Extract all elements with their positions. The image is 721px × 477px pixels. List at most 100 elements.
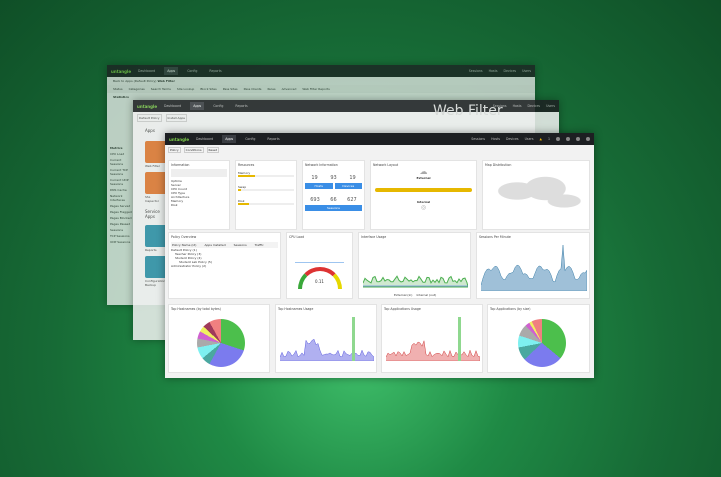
app-name: Web Filter (157, 79, 175, 83)
nav-devices[interactable]: Devices (506, 137, 519, 141)
metric: Pages Flagged (110, 210, 132, 214)
devices-button[interactable]: Devices (334, 183, 362, 189)
metric: Current Sessions (110, 158, 124, 166)
nav-config[interactable]: Config (213, 104, 224, 108)
header: untangle Dashboard Apps Config Reports S… (107, 65, 535, 77)
stat: 66 (330, 197, 337, 203)
widget-title: Network Information (305, 163, 338, 167)
policy-row[interactable]: Student Lab Policy (5) (179, 260, 212, 264)
metric: CPU Load (110, 152, 125, 156)
metric: TCP Sessions (110, 234, 130, 238)
ssl-inspector-app-icon[interactable] (145, 172, 167, 194)
nav-config[interactable]: Config (245, 137, 256, 141)
metric: Current UDP Sessions (110, 178, 129, 186)
sessions-chart (481, 244, 587, 291)
policy-select[interactable]: Default Policy (137, 114, 162, 122)
nav-dashboard[interactable]: Dashboard (138, 69, 156, 73)
hostnames-usage-chart (280, 317, 374, 361)
widget-title: Resources (238, 163, 255, 167)
nav-dashboard[interactable]: Dashboard (164, 104, 182, 108)
legend-item[interactable]: Internal (out) (416, 293, 437, 297)
policy-row[interactable]: Default Policy (1) (171, 248, 197, 252)
nav-users[interactable]: Users (522, 69, 531, 73)
tab[interactable]: Site Lookup (176, 87, 195, 91)
web-filter-title: Web Filter (433, 103, 503, 119)
nav-apps[interactable]: Apps (190, 102, 205, 110)
interface-usage-chart (363, 275, 468, 288)
policy-row[interactable]: Administrator Policy (2) (171, 264, 207, 268)
map-distribution-widget: Map Distribution (482, 160, 590, 230)
sessions-button[interactable]: Sessions (305, 205, 362, 211)
policy-row[interactable]: Teacher Policy (3) (175, 252, 202, 256)
app-label: Configuration Backup (145, 279, 166, 287)
app-label: SSL Inspector (145, 195, 159, 203)
sessions-series (481, 244, 587, 291)
nav-sessions[interactable]: Sessions (492, 104, 507, 108)
metric: Pages Blocked (110, 216, 132, 220)
tab[interactable]: Block Sites (200, 87, 217, 91)
reset-button[interactable]: Reset (206, 147, 219, 153)
info-row: Disk (171, 203, 178, 207)
account-icon[interactable] (576, 137, 580, 141)
tab[interactable]: Status (113, 87, 123, 91)
nav-sessions[interactable]: Sessions (471, 137, 486, 141)
resources-widget: Resources Memory Swap Disk (235, 160, 297, 230)
widget-title: Network Layout (373, 163, 399, 167)
policy-row[interactable]: Student Policy (4) (175, 256, 202, 260)
web-filter-app-icon[interactable] (145, 141, 167, 163)
tab[interactable]: Search Terms (150, 87, 171, 91)
nav-users[interactable]: Users (524, 137, 534, 141)
tab[interactable]: Advanced (281, 87, 297, 91)
policy-filter[interactable]: Policy (168, 147, 181, 153)
logout-icon[interactable] (586, 137, 590, 141)
settings-icon[interactable] (566, 137, 570, 141)
tab[interactable]: Pass Clients (243, 87, 262, 91)
sessions-per-minute-widget: Sessions Per Minute (476, 232, 590, 299)
tab[interactable]: Rules (267, 87, 276, 91)
network-icon: ◎ (420, 204, 427, 211)
tab[interactable]: Pass Sites (222, 87, 238, 91)
nav-reports[interactable]: Reports (267, 137, 280, 141)
stat: 19 (311, 175, 318, 181)
reports-app-icon[interactable] (145, 225, 167, 247)
nav-users[interactable]: Users (546, 104, 555, 108)
external-label: External (416, 176, 431, 180)
tab[interactable]: Web Filter Reports (302, 87, 330, 91)
install-apps-button[interactable]: Install Apps (165, 114, 187, 122)
hostnames-pie[interactable] (197, 319, 245, 367)
hosts-button[interactable]: Hosts (305, 183, 333, 189)
alert-icon[interactable]: ▲ (539, 137, 542, 141)
nav-reports[interactable]: Reports (209, 69, 222, 73)
nav-config[interactable]: Config (187, 69, 198, 73)
help-icon[interactable] (556, 137, 560, 141)
external-series-line (363, 275, 468, 288)
nav-hosts[interactable]: Hosts (491, 137, 501, 141)
stat: 693 (310, 197, 320, 203)
config-backup-app-icon[interactable] (145, 256, 167, 278)
memory-bar (238, 175, 255, 177)
nav-devices[interactable]: Devices (503, 69, 517, 73)
nav-hosts[interactable]: Hosts (488, 69, 498, 73)
world-map[interactable] (489, 171, 583, 221)
nav-dashboard[interactable]: Dashboard (196, 137, 214, 141)
conditions-filter[interactable]: Conditions (183, 147, 204, 153)
back-link[interactable]: Back to Apps (Default Policy) (113, 79, 157, 83)
nav-apps[interactable]: Apps (222, 135, 237, 143)
information-widget: Information Uptime Server CPU Count CPU Typ… (168, 160, 230, 230)
internal-label: Internal (416, 200, 431, 204)
logo: untangle (169, 136, 190, 142)
tab[interactable]: Categories (128, 87, 145, 91)
nav-sessions[interactable]: Sessions (468, 69, 483, 73)
col-header: Traffic (254, 243, 264, 247)
nav-devices[interactable]: Devices (527, 104, 541, 108)
cpu-load-widget: CPU Load 0.11 (286, 232, 353, 299)
legend-item[interactable]: External (in) (394, 293, 413, 297)
metric: Pages Served (110, 204, 131, 208)
nav-reports[interactable]: Reports (235, 104, 248, 108)
logo: untangle (137, 103, 158, 109)
nav-apps[interactable]: Apps (164, 67, 179, 75)
info-row: CPU Count (171, 187, 187, 191)
applications-pie[interactable] (518, 319, 566, 367)
nav-hosts[interactable]: Hosts (512, 104, 522, 108)
widget-title: Information (171, 163, 190, 167)
